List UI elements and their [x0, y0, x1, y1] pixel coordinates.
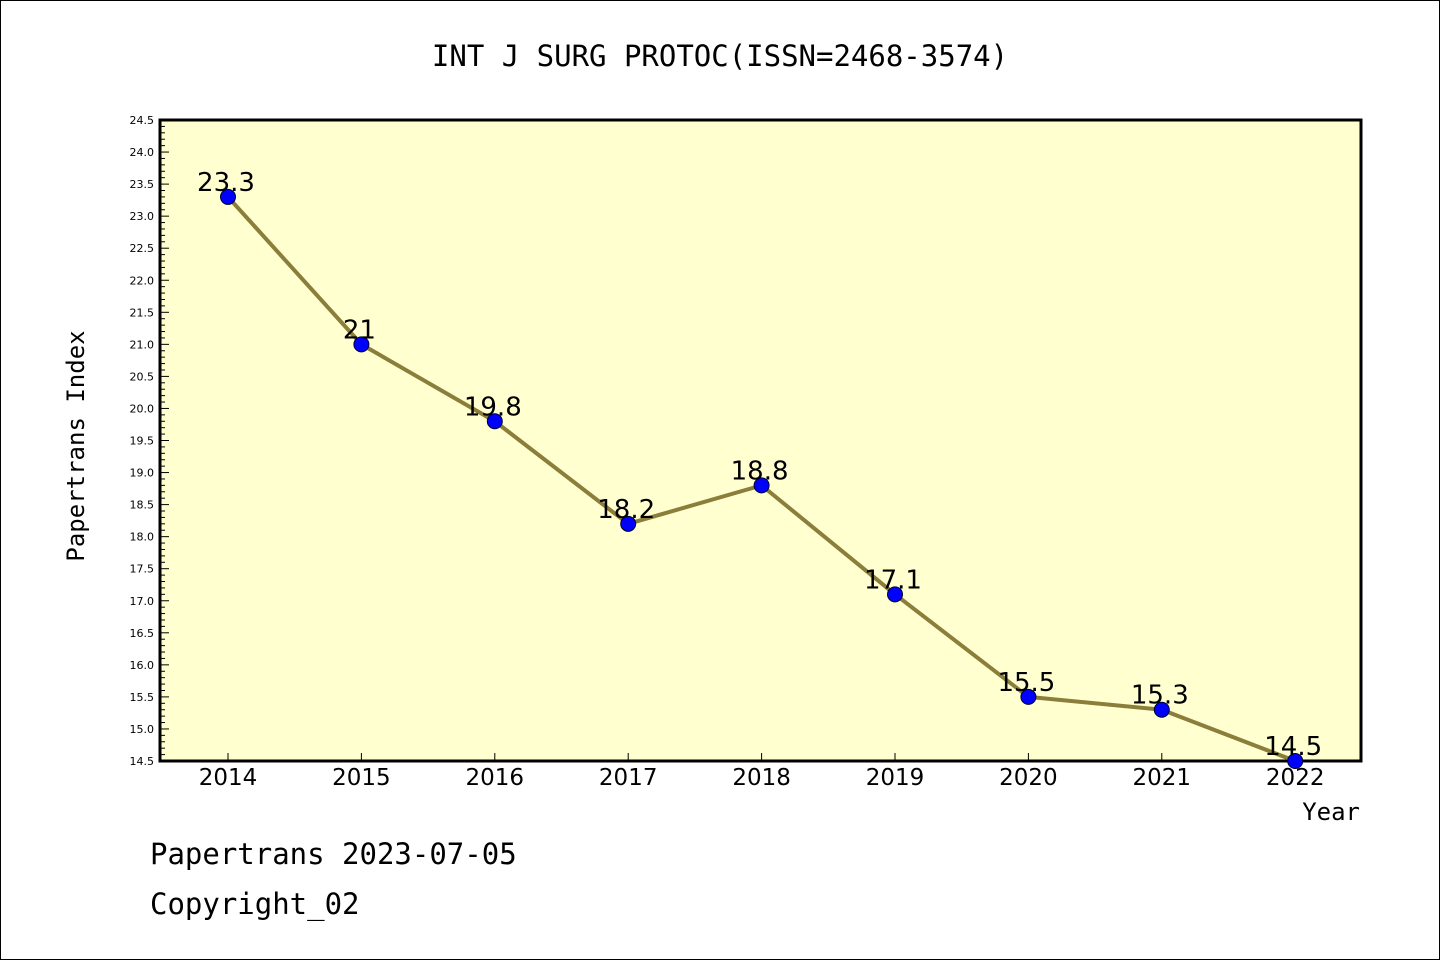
data-label: 14.5 — [1264, 732, 1322, 762]
data-label: 18.8 — [731, 456, 789, 486]
y-tick-label: 14.5 — [130, 755, 155, 768]
y-tick-label: 23.0 — [130, 210, 155, 223]
plot-area — [158, 118, 1363, 763]
y-tick-label: 24.5 — [130, 114, 155, 127]
y-tick-label: 18.5 — [130, 499, 155, 512]
y-tick-label: 17.0 — [130, 595, 155, 608]
y-tick-label: 22.0 — [130, 274, 155, 287]
y-tick-label: 20.5 — [130, 370, 155, 383]
data-label: 23.3 — [197, 168, 255, 198]
y-axis: 14.5 15.0 15.5 16.0 16.5 17.0 17.5 18.0 18.5 19.0… — [130, 114, 169, 768]
data-label: 19.8 — [464, 392, 522, 422]
y-tick-label: 15.5 — [130, 691, 155, 704]
data-point — [353, 336, 370, 353]
x-axis-label: Year — [1302, 798, 1360, 826]
data-point — [753, 477, 770, 494]
y-tick-label: 20.0 — [130, 402, 155, 415]
y-tick-label: 23.5 — [130, 178, 155, 191]
data-label: 15.3 — [1131, 681, 1189, 711]
data-point — [220, 188, 236, 205]
y-tick-label: 16.0 — [130, 659, 155, 672]
x-tick-label: 2020 — [999, 765, 1058, 791]
data-point — [1020, 688, 1037, 705]
y-tick-label: 19.0 — [130, 467, 155, 480]
x-tick-label: 2016 — [466, 765, 525, 791]
footer-date: Papertrans 2023-07-05 — [150, 837, 517, 871]
data-label: 15.5 — [997, 668, 1055, 698]
x-tick-label: 2022 — [1266, 765, 1325, 791]
y-tick-label: 15.0 — [130, 723, 155, 736]
x-tick-label: 2015 — [332, 765, 391, 791]
data-label: 17.1 — [864, 565, 922, 595]
series-line-group — [220, 188, 1304, 769]
y-tick-label: 24.0 — [130, 146, 155, 159]
y-tick-label: 18.0 — [130, 531, 155, 544]
y-tick-label: 19.5 — [130, 435, 155, 448]
y-tick-label: 17.5 — [130, 563, 155, 576]
x-axis: 2014 2015 2016 2017 2018 2019 2020 2021 2022 — [199, 753, 1325, 791]
x-tick-label: 2017 — [599, 765, 658, 791]
x-tick-label: 2018 — [732, 765, 791, 791]
y-tick-label: 22.5 — [130, 242, 155, 255]
x-tick-label: 2014 — [199, 765, 258, 791]
y-tick-label: 21.5 — [130, 306, 155, 319]
data-label: 21 — [343, 315, 376, 345]
y-tick-label: 16.5 — [130, 627, 155, 640]
x-tick-label: 2019 — [866, 765, 925, 791]
data-point — [887, 586, 903, 603]
footer-copyright: Copyright_02 — [150, 887, 360, 922]
data-point — [1153, 701, 1170, 718]
data-point — [486, 413, 503, 430]
chart-title: INT J SURG PROTOC(ISSN=2468-3574) — [432, 39, 1008, 73]
data-label-group: 23.3 21 19.8 18.2 18.8 17.1 15.5 15.3 14.5 — [197, 168, 1322, 762]
data-point — [1287, 753, 1304, 769]
y-tick-label: 21.0 — [130, 338, 155, 351]
data-point — [620, 515, 637, 532]
x-tick-label: 2021 — [1133, 765, 1192, 791]
data-label: 18.2 — [597, 495, 655, 525]
y-axis-label: Papertrans Index — [62, 330, 90, 561]
